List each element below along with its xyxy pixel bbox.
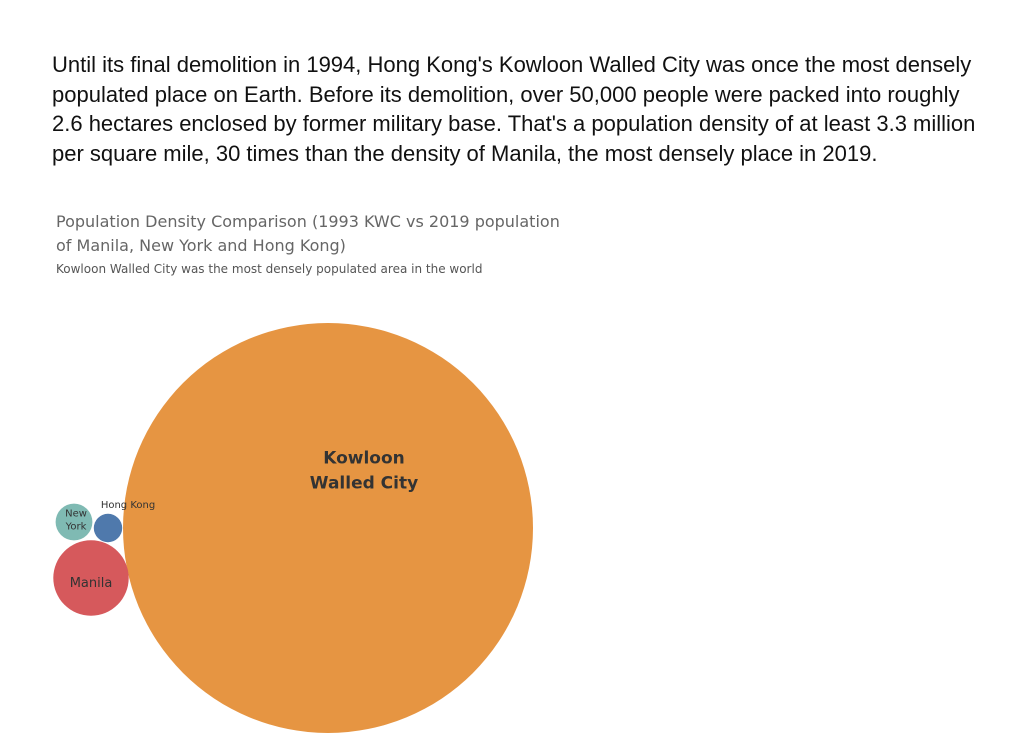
bubble-kowloon-walled-city[interactable] xyxy=(123,323,533,733)
bubble-label-new-york: New York xyxy=(65,509,87,533)
chart-subtitle: Kowloon Walled City was the most densely… xyxy=(56,262,483,276)
bubble-new-york[interactable] xyxy=(55,503,93,541)
bubble-label-manila: Manila xyxy=(70,576,113,591)
intro-paragraph: Until its final demolition in 1994, Hong… xyxy=(52,52,976,166)
bubble-hong-kong[interactable] xyxy=(93,513,123,543)
bubble-manila[interactable] xyxy=(53,540,129,616)
bubble-label-kowloon-walled-city: Kowloon Walled City xyxy=(310,449,418,494)
chart-title: Population Density Comparison (1993 KWC … xyxy=(56,212,560,255)
bubble-label-hong-kong: Hong Kong xyxy=(101,500,155,511)
